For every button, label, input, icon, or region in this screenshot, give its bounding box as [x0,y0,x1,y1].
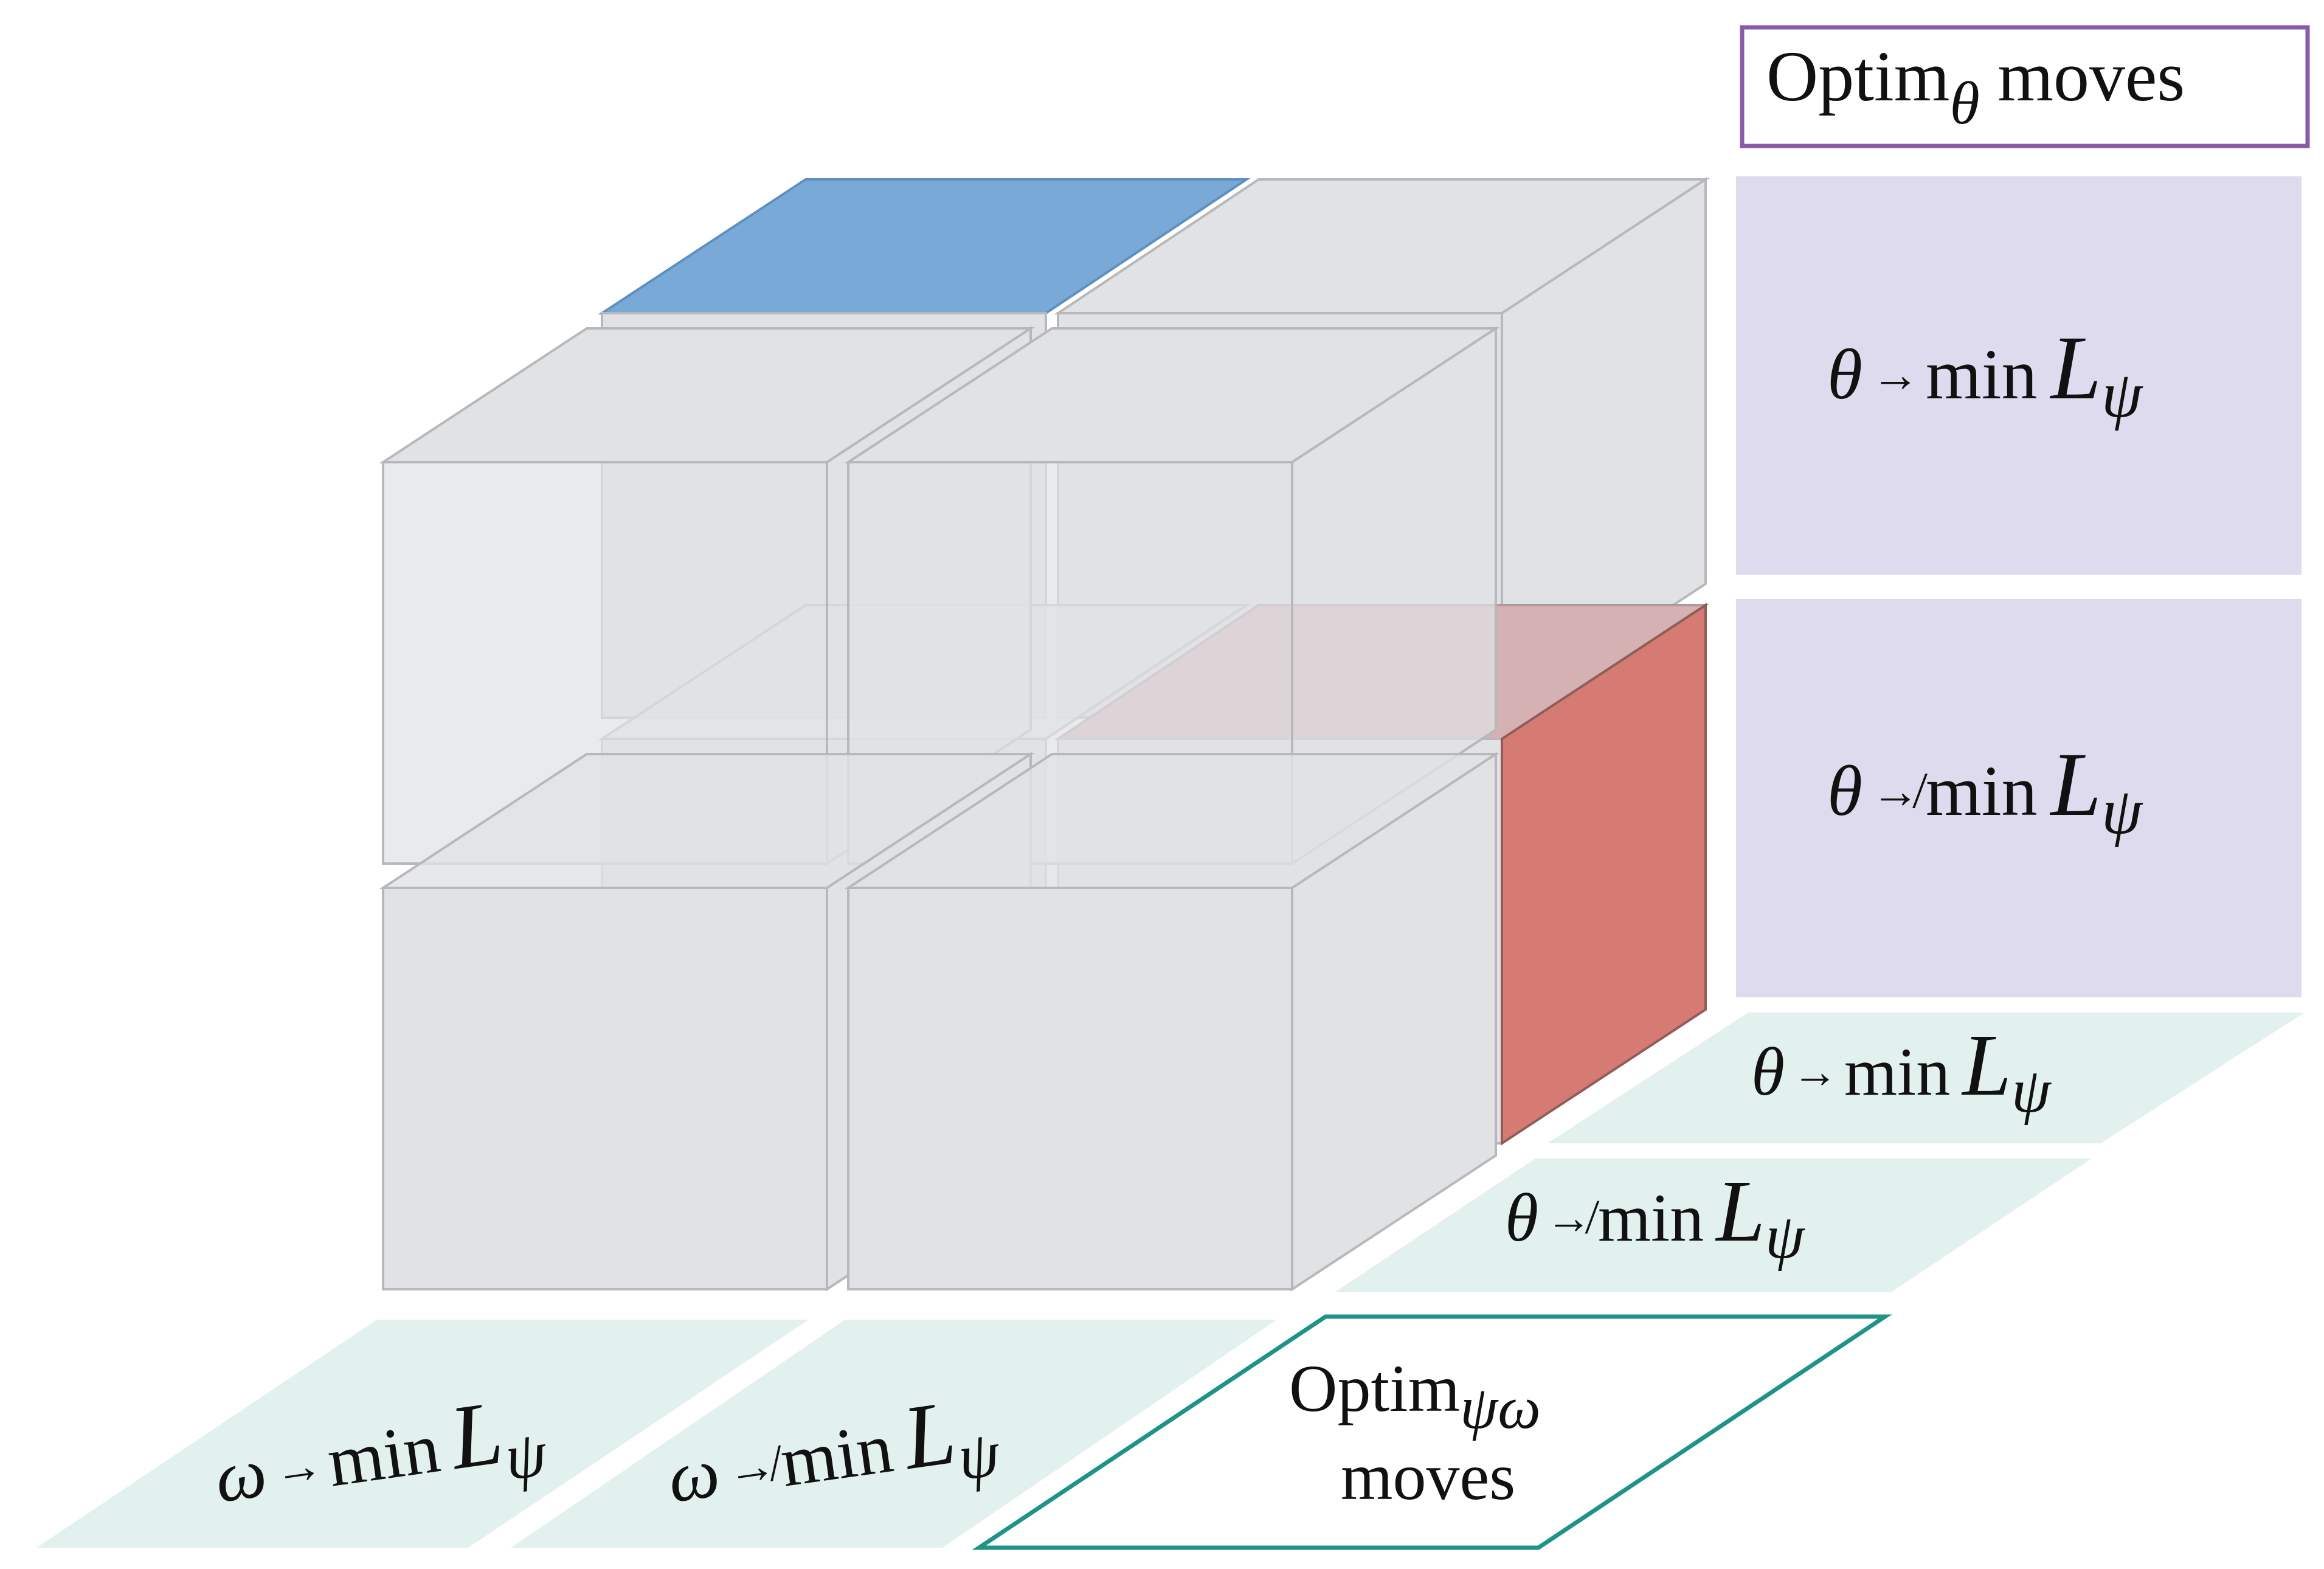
depth-tile-2 [1335,1159,2092,1292]
psi-box [972,1314,1892,1550]
omega-tile-2 [511,1320,1277,1548]
depth-tile-2-formula: θ ↛min Lψ [1505,1163,1806,1272]
psi-box-label: Optimψω [1289,1351,1541,1441]
theta-panel-2 [1736,599,2302,997]
theta-panel-1-formula: θ →min Lψ [1827,317,2143,431]
theta-panel-1 [1736,176,2302,575]
omega-tile-1 [36,1320,809,1548]
theta-header-box [1740,25,2310,148]
depth-tile-1-formula: θ →min Lψ [1751,1017,2052,1126]
cube-stack [379,177,1710,1292]
theta-panel-2-formula: θ ↛min Lψ [1827,734,2143,848]
theta-header-label: Optimθ moves [1766,36,2185,137]
cube-front-bottom-right [844,752,1500,1292]
psi-box-label-line2: moves [1341,1439,1515,1514]
depth-tile-1 [1548,1013,2305,1143]
